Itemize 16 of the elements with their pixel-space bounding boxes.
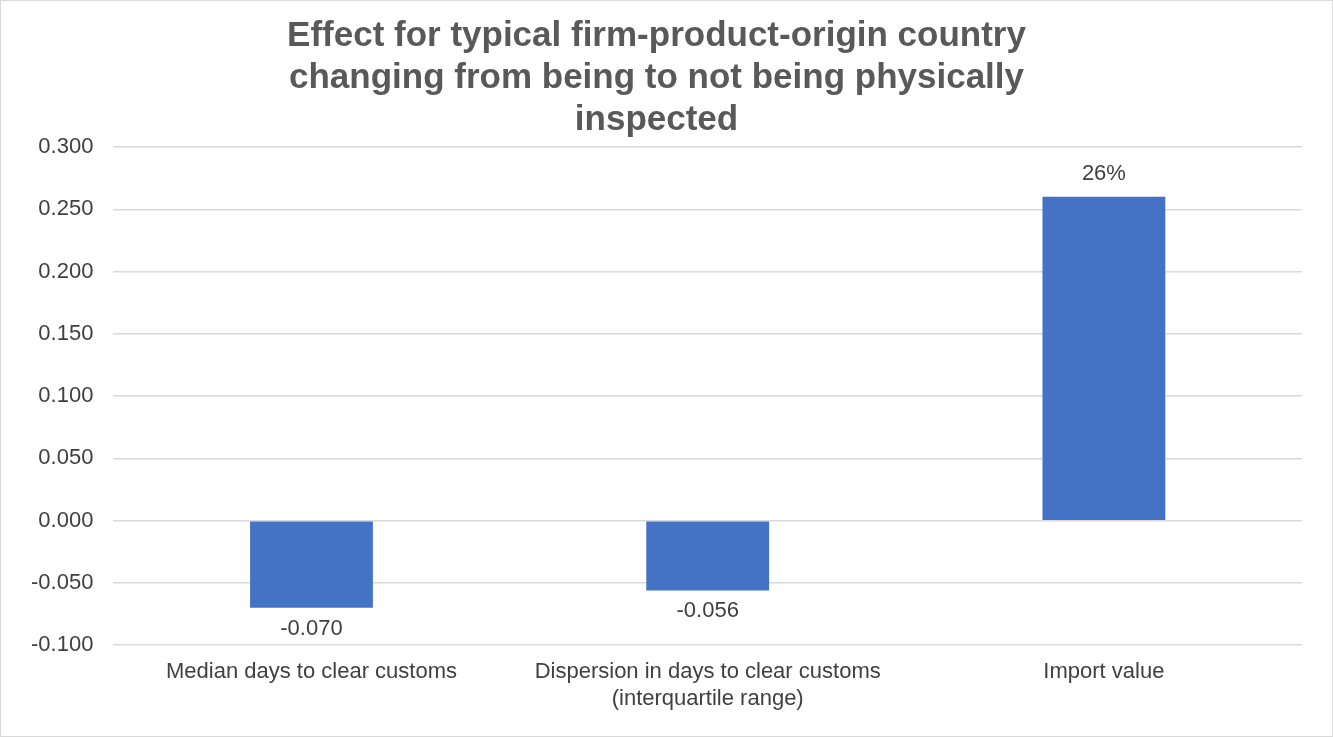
data-label: -0.070 <box>280 614 343 640</box>
y-tick-label: 0.150 <box>38 319 94 345</box>
data-label: -0.056 <box>676 597 739 623</box>
x-tick-label: Import value <box>1043 658 1165 684</box>
y-tick-label: -0.100 <box>30 631 94 657</box>
y-tick-label: 0.300 <box>38 133 94 159</box>
y-tick-label: -0.050 <box>30 568 94 594</box>
y-tick-label: 0.250 <box>38 195 94 221</box>
y-tick-label: 0.050 <box>38 444 94 470</box>
y-tick-label: 0.100 <box>38 382 94 408</box>
x-tick-label: Dispersion in days to clear customs (interquartile range) <box>534 658 881 710</box>
y-tick-label: 0.000 <box>38 506 94 532</box>
x-tick-label: Median days to clear customs <box>165 658 457 684</box>
y-tick-label: 0.200 <box>38 257 94 283</box>
data-label: 26% <box>1081 159 1126 185</box>
chart-title: Effect for typical firm-product-origin country changing from being to not being physically inspected <box>287 13 1027 137</box>
